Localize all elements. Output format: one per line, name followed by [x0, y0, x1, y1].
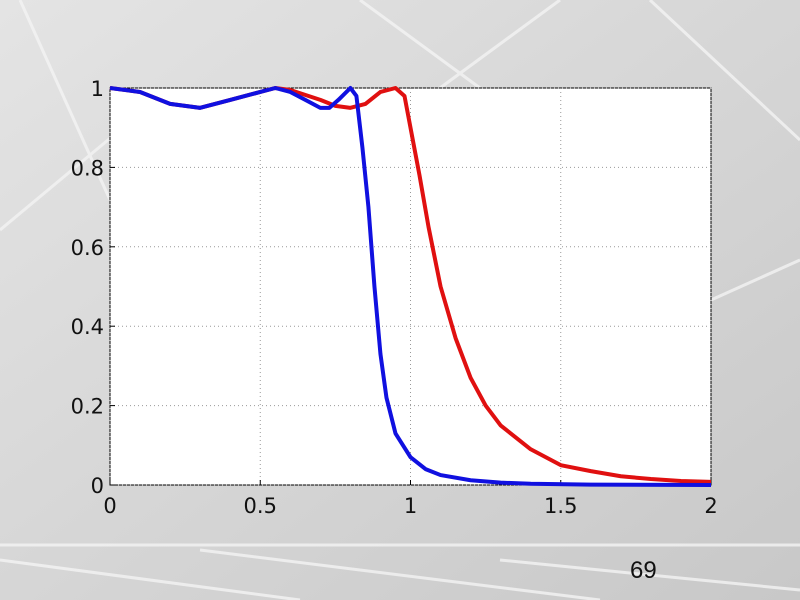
x-tick-label: 0.5 — [244, 494, 277, 518]
y-tick-label: 0.2 — [71, 395, 104, 419]
page-number: 69 — [630, 557, 657, 584]
x-tick-label: 1 — [404, 494, 417, 518]
y-tick-label: 0 — [91, 474, 104, 498]
series-line — [109, 86, 712, 487]
plot-area — [109, 87, 712, 486]
y-tick-label: 0.8 — [71, 156, 104, 180]
x-tick-label: 2 — [704, 494, 717, 518]
x-tick-label: 1.5 — [544, 494, 577, 518]
plot: 0 0.2 0.4 0.6 0.8 1 0 0.5 1 1.5 2 — [71, 77, 718, 518]
y-tick-label: 0.4 — [71, 315, 104, 339]
y-tick-label: 0.6 — [71, 236, 104, 260]
x-tick-label: 0 — [103, 494, 116, 518]
y-tick-label: 1 — [91, 77, 104, 101]
